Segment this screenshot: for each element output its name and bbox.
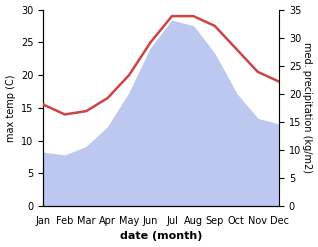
Y-axis label: max temp (C): max temp (C) [5,74,16,142]
Y-axis label: med. precipitation (kg/m2): med. precipitation (kg/m2) [302,42,313,173]
X-axis label: date (month): date (month) [120,231,203,242]
